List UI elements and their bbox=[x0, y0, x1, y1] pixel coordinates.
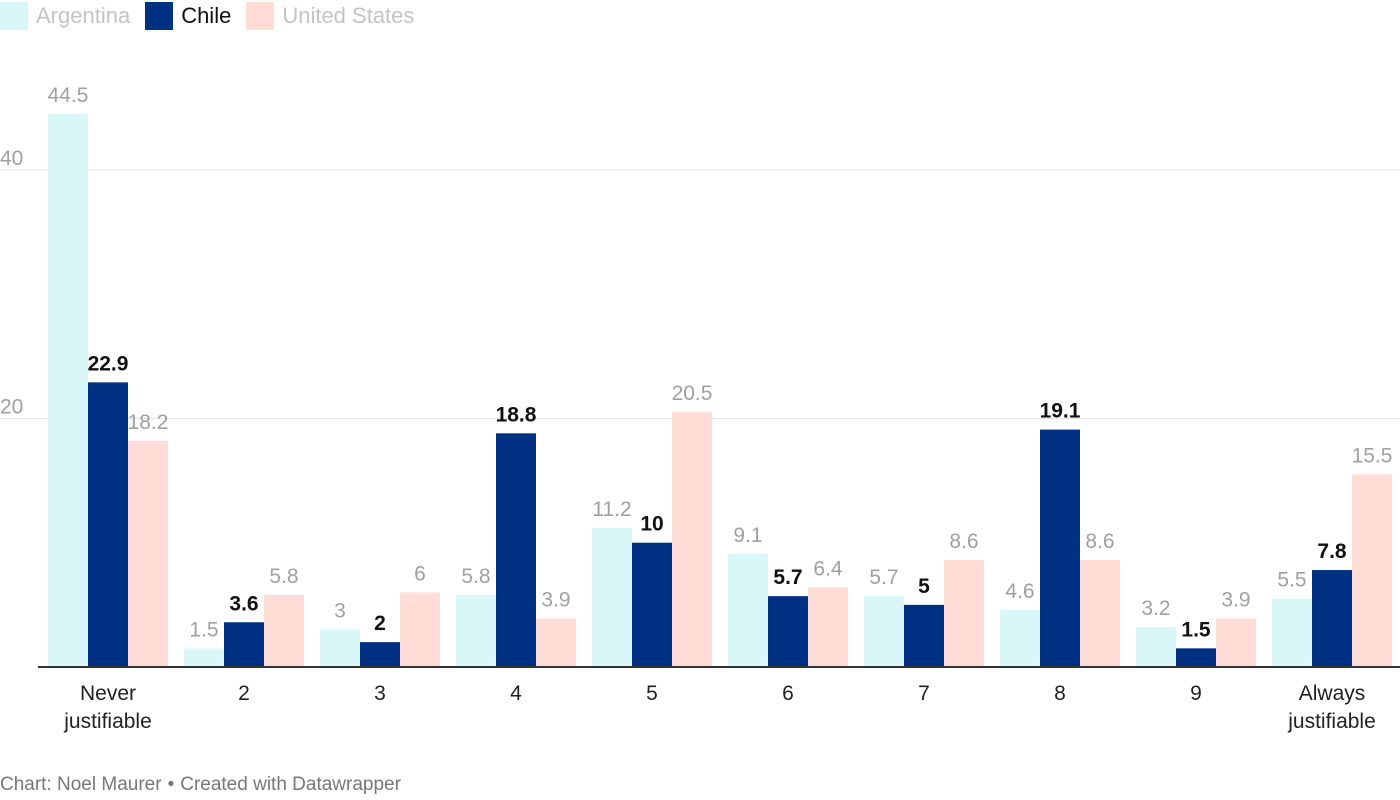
bar bbox=[864, 596, 904, 667]
bar bbox=[592, 527, 632, 667]
data-label: 4.6 bbox=[1005, 580, 1034, 603]
chart-footer: Chart: Noel Maurer • Created with Datawrap… bbox=[0, 774, 401, 796]
bar bbox=[536, 618, 576, 667]
chart-legend: Argentina Chile United States bbox=[0, 1, 429, 31]
bar bbox=[320, 629, 360, 667]
x-tick-label: 4 bbox=[510, 682, 522, 705]
legend-swatch bbox=[0, 2, 28, 30]
data-label: 9.1 bbox=[733, 524, 762, 547]
footer-separator: • bbox=[167, 774, 175, 795]
bar bbox=[1040, 429, 1080, 667]
data-label: 15.5 bbox=[1352, 444, 1393, 467]
data-label: 19.1 bbox=[1040, 400, 1081, 423]
legend-label: Argentina bbox=[36, 3, 131, 28]
x-tick-label: 7 bbox=[918, 682, 930, 705]
legend-swatch bbox=[246, 2, 275, 30]
data-label: 22.9 bbox=[88, 352, 129, 375]
bar bbox=[496, 433, 536, 667]
bar bbox=[808, 587, 848, 667]
bar bbox=[944, 560, 984, 667]
data-label: 2 bbox=[374, 612, 386, 635]
bar bbox=[48, 113, 88, 668]
data-label: 1.5 bbox=[189, 618, 218, 641]
footer-credit: Chart: Noel Maurer bbox=[0, 774, 162, 795]
data-label: 3.6 bbox=[229, 592, 258, 615]
bar bbox=[1272, 598, 1312, 667]
data-label: 44.5 bbox=[48, 84, 89, 107]
bar bbox=[128, 440, 168, 667]
bar bbox=[184, 648, 224, 667]
bar bbox=[728, 553, 768, 667]
data-label: 5.5 bbox=[1277, 569, 1306, 592]
legend-swatch bbox=[145, 2, 174, 30]
bar-chart: 20 40 44.5 22.9 18.2 Never justifiable 1.5 3.6 5.… bbox=[0, 84, 1400, 733]
bar bbox=[456, 594, 496, 667]
x-tick-label: 6 bbox=[782, 682, 794, 705]
legend-item-0[interactable]: Argentina bbox=[0, 2, 130, 30]
data-label: 3.9 bbox=[541, 589, 570, 612]
bar bbox=[632, 542, 672, 667]
x-tick-label: 3 bbox=[374, 682, 386, 705]
data-label: 3.9 bbox=[1221, 589, 1250, 612]
data-label: 1.5 bbox=[1181, 618, 1211, 641]
bar bbox=[1080, 560, 1120, 667]
bar bbox=[904, 604, 944, 667]
data-label: 5.8 bbox=[269, 565, 298, 588]
legend-label: United States bbox=[282, 3, 415, 28]
data-label: 6.4 bbox=[813, 557, 843, 580]
data-label: 8.6 bbox=[949, 530, 978, 553]
data-label: 3 bbox=[334, 600, 346, 623]
y-tick-label: 20 bbox=[0, 395, 23, 418]
data-label: 18.8 bbox=[496, 403, 537, 426]
x-tick-label: Always justifiable bbox=[1287, 682, 1376, 733]
data-label: 11.2 bbox=[592, 498, 631, 521]
data-label: 7.8 bbox=[1317, 540, 1347, 563]
data-label: 18.2 bbox=[128, 411, 169, 434]
bar bbox=[1136, 627, 1176, 667]
bar bbox=[224, 622, 264, 667]
x-tick-label: 8 bbox=[1054, 682, 1066, 705]
data-label: 10 bbox=[640, 513, 663, 536]
bar bbox=[400, 592, 440, 667]
data-label: 8.6 bbox=[1085, 530, 1114, 553]
data-label: 5.7 bbox=[869, 566, 898, 589]
data-label: 5.7 bbox=[773, 566, 802, 589]
x-tick-label: 2 bbox=[238, 682, 250, 705]
bar bbox=[672, 412, 712, 667]
data-label: 20.5 bbox=[672, 382, 713, 405]
bar bbox=[1176, 648, 1216, 667]
bar bbox=[768, 596, 808, 667]
data-label: 5.8 bbox=[461, 565, 490, 588]
x-tick-label: Never justifiable bbox=[63, 682, 152, 733]
footer-created-with: Created with Datawrapper bbox=[180, 774, 401, 795]
bar bbox=[1216, 618, 1256, 667]
legend-item-2[interactable]: United States bbox=[246, 2, 414, 30]
bar bbox=[360, 642, 400, 667]
legend-label: Chile bbox=[181, 3, 232, 28]
x-tick-label: 5 bbox=[646, 682, 658, 705]
data-label: 5 bbox=[918, 575, 930, 598]
bar bbox=[1352, 474, 1392, 667]
bar bbox=[1000, 609, 1040, 667]
data-label: 6 bbox=[414, 562, 426, 585]
legend-item-1[interactable]: Chile bbox=[145, 2, 231, 30]
bar bbox=[1312, 570, 1352, 667]
bar bbox=[264, 594, 304, 667]
data-label: 3.2 bbox=[1141, 597, 1170, 620]
y-tick-label: 40 bbox=[0, 147, 23, 170]
x-tick-label: 9 bbox=[1190, 682, 1202, 705]
bar bbox=[88, 382, 128, 667]
